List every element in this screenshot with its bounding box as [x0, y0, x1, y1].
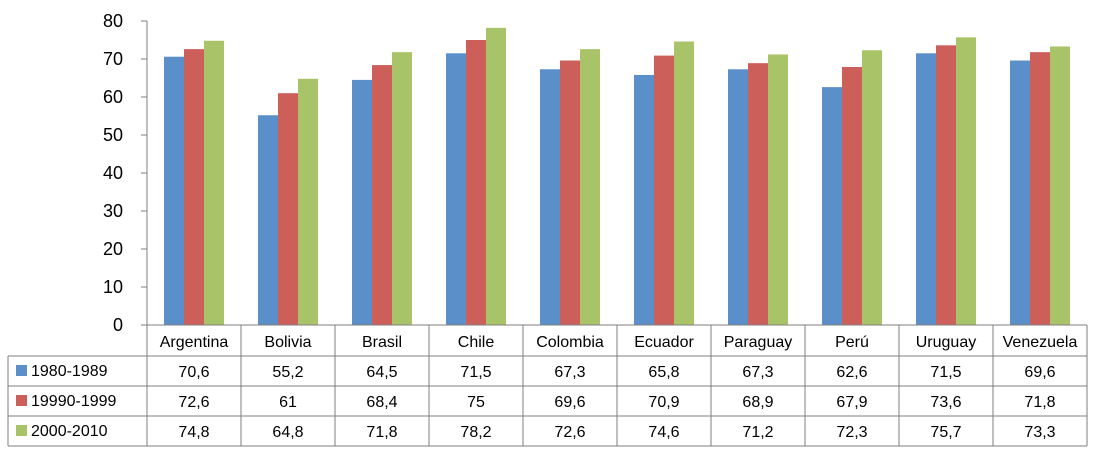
table-value: 64,5: [366, 364, 397, 381]
bar-2000-2010-Uruguay: [956, 37, 976, 326]
bar-2000-2010-Colombia: [580, 49, 600, 326]
table-value: 68,4: [366, 394, 397, 411]
bar-19990-1999-Uruguay: [936, 45, 956, 325]
bar-19990-1999-Venezuela: [1030, 52, 1050, 325]
y-tick-label: 50: [103, 125, 123, 145]
bar-1980-1989-Ecuador: [634, 74, 654, 326]
legend-swatch-1980-1989: [16, 365, 27, 376]
bar-19990-1999-Colombia: [560, 60, 580, 326]
bar-19990-1999-Ecuador: [654, 55, 674, 325]
bar-2000-2010-Argentina: [204, 40, 224, 325]
legend-swatch-2000-2010: [16, 425, 27, 436]
table-value: 69,6: [1024, 364, 1055, 381]
table-value: 78,2: [460, 424, 491, 441]
table-value: 74,8: [178, 424, 209, 441]
legend-label: 2000-2010: [31, 423, 108, 440]
table-value: 73,6: [930, 394, 961, 411]
table-value: 74,6: [648, 424, 679, 441]
table-value: 71,8: [1024, 394, 1055, 411]
table-value: 75: [467, 394, 485, 411]
bar-2000-2010-Venezuela: [1050, 46, 1070, 326]
table-value: 67,3: [742, 364, 773, 381]
table-value: 61: [279, 394, 297, 411]
bar-1980-1989-Chile: [446, 53, 466, 326]
y-tick-label: 20: [103, 239, 123, 259]
y-tick-label: 0: [113, 315, 123, 335]
table-value: 70,9: [648, 394, 679, 411]
table-value: 69,6: [554, 394, 585, 411]
table-value: 64,8: [272, 424, 303, 441]
category-label: Bolivia: [264, 334, 311, 351]
bar-1980-1989-Bolivia: [258, 115, 278, 326]
table-value: 65,8: [648, 364, 679, 381]
table-value: 71,2: [742, 424, 773, 441]
table-value: 71,5: [930, 364, 961, 381]
bar-19990-1999-Bolivia: [278, 93, 298, 325]
legend-label: 1980-1989: [31, 363, 108, 380]
bar-1980-1989-Argentina: [164, 56, 184, 325]
bar-19990-1999-Perú: [842, 66, 862, 325]
category-label: Brasil: [362, 334, 402, 351]
bar-2000-2010-Brasil: [392, 52, 412, 325]
table-value: 55,2: [272, 364, 303, 381]
y-tick-label: 40: [103, 163, 123, 183]
category-label: Paraguay: [724, 334, 793, 351]
category-label: Venezuela: [1003, 334, 1078, 351]
category-label: Argentina: [160, 334, 229, 351]
bar-2000-2010-Chile: [486, 27, 506, 326]
table-value: 67,3: [554, 364, 585, 381]
bar-2000-2010-Ecuador: [674, 41, 694, 326]
category-label: Perú: [835, 334, 869, 351]
bar-1980-1989-Perú: [822, 87, 842, 326]
table-value: 72,3: [836, 424, 867, 441]
legend-label: 19990-1999: [31, 393, 117, 410]
category-label: Uruguay: [916, 334, 976, 351]
bar-2000-2010-Paraguay: [768, 54, 788, 325]
y-tick-label: 30: [103, 201, 123, 221]
bar-19990-1999-Argentina: [184, 49, 204, 326]
bar-1980-1989-Brasil: [352, 79, 372, 326]
y-tick-label: 60: [103, 87, 123, 107]
bar-19990-1999-Paraguay: [748, 63, 768, 326]
bar-19990-1999-Chile: [466, 40, 486, 325]
table-value: 67,9: [836, 394, 867, 411]
y-tick-label: 10: [103, 277, 123, 297]
table-value: 72,6: [178, 394, 209, 411]
legend-swatch-19990-1999: [16, 395, 27, 406]
bar-1980-1989-Paraguay: [728, 69, 748, 325]
bar-1980-1989-Uruguay: [916, 53, 936, 326]
table-value: 70,6: [178, 364, 209, 381]
category-label: Colombia: [536, 334, 604, 351]
table-value: 73,3: [1024, 424, 1055, 441]
table-value: 62,6: [836, 364, 867, 381]
y-tick-label: 80: [103, 11, 123, 31]
bar-1980-1989-Venezuela: [1010, 60, 1030, 326]
table-value: 71,5: [460, 364, 491, 381]
table-value: 68,9: [742, 394, 773, 411]
table-value: 71,8: [366, 424, 397, 441]
bar-19990-1999-Brasil: [372, 65, 392, 325]
table-value: 75,7: [930, 424, 961, 441]
y-tick-label: 70: [103, 49, 123, 69]
bar-2000-2010-Bolivia: [298, 78, 318, 325]
bar-1980-1989-Colombia: [540, 69, 560, 325]
bar-2000-2010-Perú: [862, 50, 882, 325]
table-value: 72,6: [554, 424, 585, 441]
category-label: Ecuador: [634, 334, 694, 351]
category-label: Chile: [458, 334, 495, 351]
